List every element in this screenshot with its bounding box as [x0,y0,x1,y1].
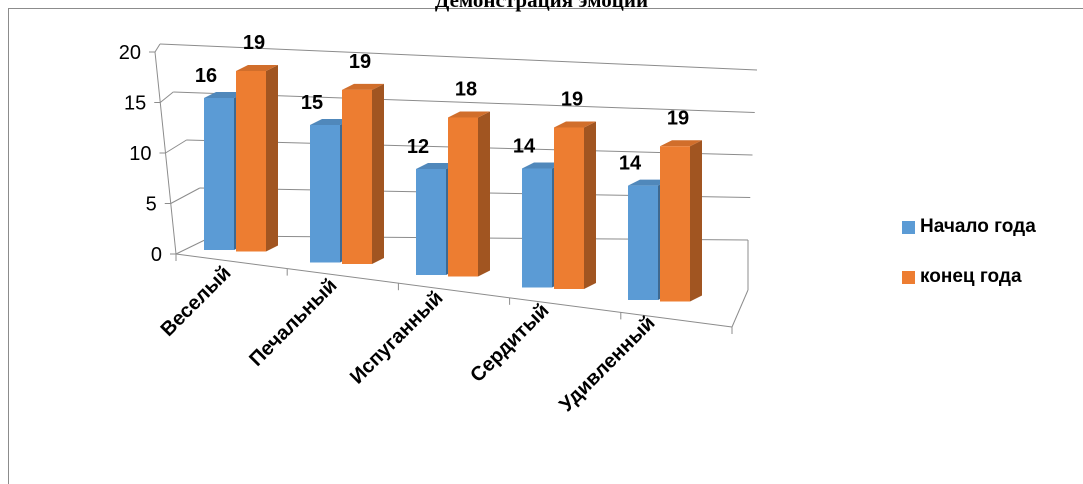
data-label: 16 [195,65,217,87]
data-label: 19 [561,88,583,110]
bar [236,71,266,252]
gridline-side [159,91,174,103]
x-category-label: Печальный [245,274,341,370]
x-category-label: Сердитый [466,299,553,386]
bar [628,185,658,300]
y-tick-label: 0 [151,244,162,266]
bar-side [690,140,702,302]
legend-item-start: Начало года [902,216,1036,238]
legend-swatch-end [902,270,915,284]
chart-frame [8,8,1083,484]
bar [522,168,552,288]
bar-top [416,162,458,169]
legend-label-end: конец года [920,266,1022,287]
bar-top [522,162,564,169]
bar-side [478,111,490,277]
data-label: 19 [243,32,265,54]
data-label: 15 [301,92,323,114]
bar-side [266,65,278,252]
bar-top [342,83,384,90]
data-label: 14 [513,135,536,157]
bar [554,127,584,289]
floor-front [175,253,733,328]
bar [660,146,690,302]
data-label: 19 [349,51,371,73]
bar-side [372,83,384,264]
gridline [159,43,758,71]
gridline-side [165,139,187,154]
bar-top [660,140,702,147]
bar-top [236,65,278,71]
y-tick-label: 5 [146,194,157,216]
bar-top [310,118,352,125]
bar-top [628,179,670,186]
y-tick-label: 20 [119,42,141,64]
data-label: 14 [619,153,642,175]
bar [416,168,446,275]
data-label: 18 [455,78,477,100]
x-category-label: Удивленный [555,312,659,416]
legend-label-start: Начало года [920,216,1036,237]
bar [448,117,478,277]
chart-title: Демонстрация эмоций [434,0,649,12]
gridline-side [154,43,161,53]
data-label: 12 [407,136,429,158]
bar-top [204,92,246,98]
x-category-label: Веселый [157,262,236,341]
y-tick-label: 15 [124,93,146,115]
floor-right [731,289,749,328]
bar-top [448,111,490,118]
bar [310,124,340,263]
y-tick-label: 10 [129,143,151,165]
y-axis [154,51,177,255]
bar-top [554,121,596,128]
bar [204,98,234,250]
bar [342,89,372,264]
legend-swatch-start [902,220,915,234]
gridline-side [170,187,200,204]
data-label: 19 [667,107,689,129]
bar-side [584,121,596,289]
legend-item-end: конец года [902,266,1022,288]
x-category-label: Испуганный [346,287,448,389]
